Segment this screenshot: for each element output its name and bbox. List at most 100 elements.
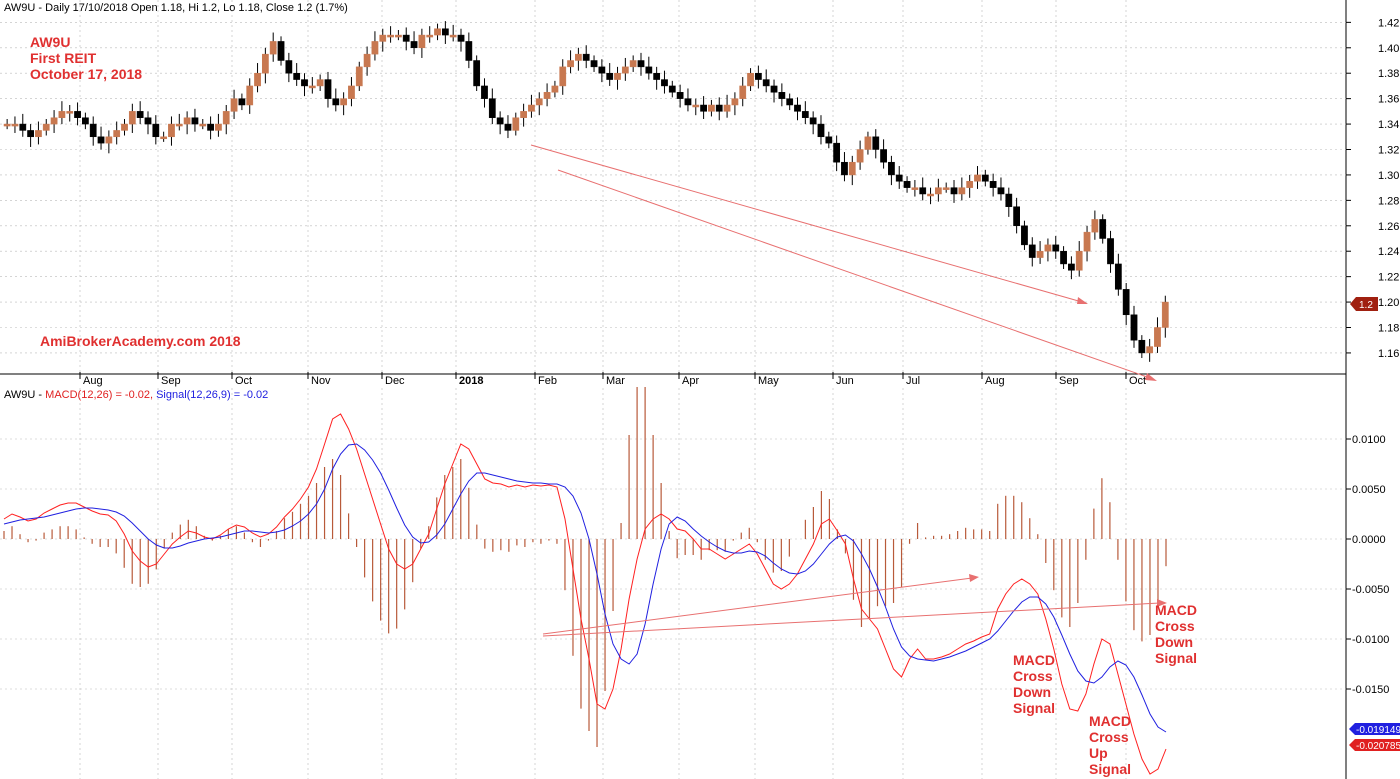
- price-bar-body: [1138, 339, 1146, 354]
- ticker-annotation: AW9U: [30, 34, 70, 50]
- price-bar-body: [35, 130, 42, 138]
- price-bar-body: [1083, 231, 1091, 252]
- price-bar-body: [402, 34, 410, 42]
- price-y-tick-label: 1.28: [1378, 195, 1399, 207]
- price-bar-body: [614, 72, 621, 80]
- price-bar-body: [997, 187, 1005, 195]
- macd-value-tag-shape: [1349, 739, 1400, 751]
- price-bar-body: [762, 79, 770, 87]
- price-bar-body: [113, 130, 121, 138]
- price-y-axis: 1.16 1.18 1.20 1.22 1.24 1.26 1.28 1.30 1.32 1.34…: [1346, 17, 1399, 360]
- price-bar-body: [426, 34, 434, 38]
- last-close-tag-shape: [1350, 297, 1378, 311]
- price-bar-body: [629, 60, 637, 68]
- price-bar-body: [199, 123, 207, 127]
- price-bar-body: [528, 104, 535, 112]
- price-bar-body: [308, 85, 316, 89]
- price-bar-body: [684, 98, 692, 106]
- macd-chart-title: AW9U - MACD(12,26) = -0.02, Signal(12,26,…: [4, 389, 268, 401]
- price-bar-body: [340, 98, 348, 106]
- price-bar-body: [981, 174, 989, 182]
- price-bar-body: [97, 136, 105, 144]
- price-y-tick-label: 1.16: [1378, 348, 1399, 360]
- price-bar-body: [661, 79, 668, 87]
- price-bar-body: [128, 111, 136, 125]
- price-x-tick-label: Aug: [985, 375, 1005, 387]
- price-bar-body: [1075, 250, 1083, 271]
- price-bar-body: [989, 181, 997, 188]
- price-bar-body: [1099, 219, 1107, 239]
- price-bar-body: [590, 60, 598, 68]
- trend-arrow-2: [557, 169, 1151, 379]
- cross-up-line-1: MACD: [1089, 713, 1131, 729]
- price-bar-body: [731, 98, 739, 106]
- price-bar-body: [1028, 244, 1036, 258]
- price-bar-body: [504, 123, 512, 131]
- price-bar-body: [723, 104, 731, 112]
- macd-trend-arrows: [542, 574, 1167, 637]
- price-bar-body: [246, 85, 254, 106]
- price-bar-body: [927, 193, 934, 197]
- cross-down-1-line-3: Down: [1013, 684, 1051, 700]
- price-bar-body: [1036, 250, 1044, 258]
- macd-title-macd: MACD(12,26) = -0.02,: [45, 389, 153, 401]
- price-bar-body: [371, 41, 379, 55]
- macd-y-tick-label: 0.0000: [1352, 534, 1386, 546]
- price-bar-body: [301, 79, 308, 87]
- macd-pane: 0.01000.00500.0000-0.0050-0.0100-0.0150 …: [0, 387, 1400, 779]
- price-bar-body: [3, 123, 11, 127]
- trend-arrow-1: [530, 144, 1083, 303]
- price-y-tick-label: 1.32: [1378, 145, 1399, 157]
- price-y-tick-label: 1.24: [1378, 246, 1399, 258]
- price-bar-body: [535, 98, 543, 106]
- price-bar-body: [1005, 193, 1013, 207]
- price-bar-body: [175, 123, 183, 127]
- price-y-tick-label: 1.34: [1378, 119, 1399, 131]
- price-bar-body: [903, 181, 911, 188]
- macd-y-tick-label: 0.0050: [1352, 484, 1386, 496]
- price-bar-body: [285, 60, 293, 74]
- price-bar-body: [121, 123, 128, 131]
- price-bar-body: [1114, 263, 1122, 290]
- price-bar-body: [449, 34, 457, 38]
- price-x-tick-label: Apr: [682, 375, 699, 387]
- price-bar-body: [856, 149, 864, 163]
- price-bar-body: [543, 92, 551, 99]
- price-bar-body: [496, 117, 504, 125]
- price-bar-body: [833, 142, 841, 163]
- price-bar-body: [942, 187, 950, 190]
- price-bar-body: [230, 98, 238, 112]
- price-bar-body: [1021, 225, 1028, 246]
- macd-value-tag-label: -0.020785: [1356, 741, 1400, 752]
- price-bar-body: [520, 111, 527, 118]
- price-bar-body: [269, 41, 277, 55]
- price-bar-body: [277, 41, 285, 61]
- cross-down-2-line-4: Signal: [1155, 650, 1197, 666]
- price-bar-body: [692, 104, 700, 108]
- price-bar-body: [747, 72, 754, 87]
- price-bar-body: [261, 53, 269, 74]
- macd-title-signal: Signal(12,26,9) = -0.02: [156, 389, 268, 401]
- macd-arrow-1: [542, 577, 973, 635]
- price-bar-body: [379, 34, 387, 42]
- cross-down-annotation-1: MACD Cross Down Signal: [1013, 652, 1055, 716]
- price-bar-body: [11, 123, 19, 127]
- price-bar-body: [754, 72, 762, 80]
- price-x-tick-label: Dec: [385, 375, 405, 387]
- price-x-tick-label: 2018: [459, 375, 483, 387]
- price-bar-body: [488, 98, 496, 118]
- price-bar-body: [66, 111, 74, 114]
- price-bar-body: [575, 53, 582, 61]
- price-x-tick-label: Sep: [161, 375, 181, 387]
- price-bar-body: [387, 34, 394, 38]
- price-y-tick-label: 1.30: [1378, 170, 1399, 182]
- price-bar-body: [778, 92, 786, 99]
- price-bar-body: [1052, 244, 1060, 252]
- price-x-tick-label: May: [758, 375, 779, 387]
- price-x-tick-label: Oct: [1129, 375, 1146, 387]
- price-bar-body: [551, 85, 559, 93]
- price-bar-body: [254, 72, 261, 87]
- price-bar-body: [58, 111, 66, 118]
